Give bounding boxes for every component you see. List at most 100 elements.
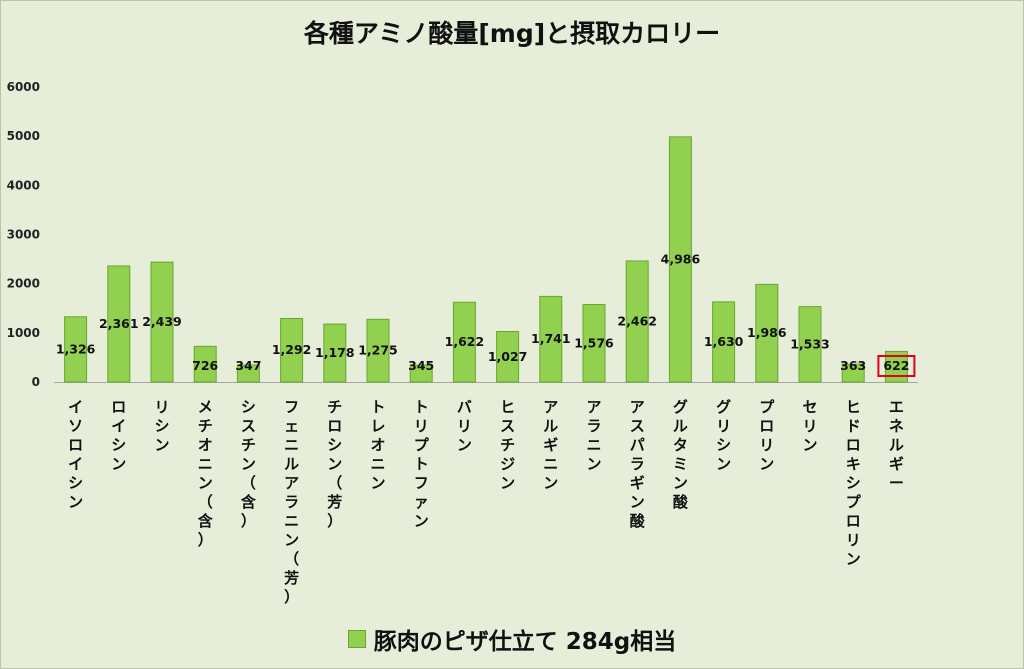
category-label-char: ニ <box>586 436 601 454</box>
category-label-char: （ <box>327 474 342 492</box>
category-label-char: チ <box>241 436 256 454</box>
category-label-char: 酸 <box>673 493 689 511</box>
category-label-char: ン <box>284 531 299 549</box>
bar <box>193 345 217 383</box>
category-label-char: リ <box>802 417 817 435</box>
category-label-char: ） <box>327 512 342 530</box>
bar <box>625 260 649 383</box>
y-tick-label: 1000 <box>7 326 40 340</box>
bar <box>841 363 865 383</box>
category-label-char: ト <box>370 398 385 416</box>
category-label-char: シ <box>846 474 861 492</box>
bar <box>323 323 347 383</box>
category-label-char: ア <box>284 474 299 492</box>
category-label-char: シ <box>68 474 83 492</box>
bar <box>236 364 260 383</box>
category-label-char: チ <box>327 398 342 416</box>
category-label-char: メ <box>198 398 213 416</box>
category-label-char: ン <box>241 455 256 473</box>
category-label-char: ロ <box>327 417 342 435</box>
category-label-char: ト <box>414 455 429 473</box>
category-label-char: ス <box>241 417 256 435</box>
category-label-char: ン <box>846 550 861 568</box>
data-label: 1,027 <box>488 349 528 364</box>
category-label-char: 含 <box>198 512 214 530</box>
category-label-char: シ <box>154 417 169 435</box>
category-label-char: ニ <box>198 455 213 473</box>
category-label-char: ン <box>414 512 429 530</box>
category-label-char: ル <box>673 417 688 435</box>
category-label-char: エ <box>889 398 904 416</box>
category-label-char: グ <box>673 398 688 416</box>
category-label-char: ト <box>414 398 429 416</box>
category-label-char: ス <box>500 417 515 435</box>
bar <box>107 265 131 383</box>
category-label-char: リ <box>154 398 169 416</box>
category-label-char: ン <box>500 474 515 492</box>
category-label-char: ラ <box>284 493 299 511</box>
data-label: 363 <box>840 358 866 373</box>
bar <box>150 261 174 383</box>
category-label-char: リ <box>759 436 774 454</box>
category-label-char: ド <box>846 417 861 435</box>
bar <box>582 304 606 383</box>
data-label: 2,361 <box>99 316 139 331</box>
legend: 豚肉のピザ仕立て 284g相当 <box>0 622 1024 656</box>
category-label-char: シ <box>716 436 731 454</box>
data-label: 622 <box>883 358 909 373</box>
legend-label: 豚肉のピザ仕立て 284g相当 <box>373 629 677 655</box>
category-label-char: リ <box>457 417 472 435</box>
category-label-char: ア <box>630 398 645 416</box>
category-label-char: シ <box>241 398 256 416</box>
bar <box>366 318 390 383</box>
category-label-char: プ <box>414 436 430 454</box>
category-label-char: ニ <box>284 512 299 530</box>
category-label-char: バ <box>457 398 472 416</box>
category-label-char: チ <box>500 436 515 454</box>
category-label-char: タ <box>673 436 688 454</box>
category-label-char: （ <box>284 550 299 568</box>
category-label-char: ア <box>543 398 558 416</box>
category-label-char: ニ <box>284 436 299 454</box>
category-label-char: ェ <box>284 417 299 435</box>
highlight-box <box>877 355 916 377</box>
category-label-char: ン <box>586 455 601 473</box>
category-label-char: ン <box>802 436 817 454</box>
category-label-char: 酸 <box>630 512 646 530</box>
category-label-char: ー <box>889 474 904 492</box>
category-label-char: ロ <box>759 417 774 435</box>
category-label-char: ン <box>327 455 342 473</box>
category-label-char: シ <box>327 436 342 454</box>
category-label-char: ラ <box>630 455 645 473</box>
category-label-char: レ <box>370 417 385 435</box>
category-label-char: グ <box>716 398 731 416</box>
y-tick-label: 5000 <box>7 129 40 143</box>
category-label-char: ン <box>543 474 558 492</box>
bar <box>668 136 692 383</box>
category-label-char: リ <box>414 417 429 435</box>
category-label-char: ロ <box>846 436 861 454</box>
data-label: 1,741 <box>531 331 571 346</box>
data-label: 345 <box>408 358 434 373</box>
category-label-char: （ <box>198 493 213 511</box>
category-label-char: チ <box>198 417 213 435</box>
category-label-char: イ <box>111 417 126 435</box>
y-tick-label: 0 <box>32 375 40 389</box>
category-label-char: ロ <box>111 398 126 416</box>
category-label-char: ） <box>241 512 256 530</box>
category-label-char: ジ <box>500 455 515 473</box>
category-label-char: （ <box>241 474 256 492</box>
bar <box>496 331 520 383</box>
data-label: 347 <box>235 358 261 373</box>
category-label-char: ソ <box>68 417 83 435</box>
category-label-char: ン <box>457 436 472 454</box>
data-label: 4,986 <box>661 251 701 266</box>
category-label-char: ン <box>370 474 385 492</box>
data-label: 1,292 <box>272 342 312 357</box>
category-label-char: オ <box>198 436 213 454</box>
data-label: 1,533 <box>790 336 830 351</box>
category-label-char: フ <box>284 398 299 416</box>
category-label-char: オ <box>370 436 385 454</box>
data-label: 1,622 <box>445 334 485 349</box>
